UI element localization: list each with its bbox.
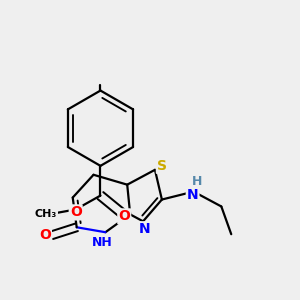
Text: N: N <box>187 188 198 202</box>
Text: O: O <box>118 209 130 224</box>
Text: H: H <box>191 175 202 188</box>
Text: N: N <box>139 222 151 236</box>
Text: S: S <box>157 159 167 173</box>
Text: CH₃: CH₃ <box>35 209 57 219</box>
Text: NH: NH <box>92 236 113 249</box>
Text: O: O <box>39 228 51 242</box>
Text: O: O <box>70 206 82 219</box>
